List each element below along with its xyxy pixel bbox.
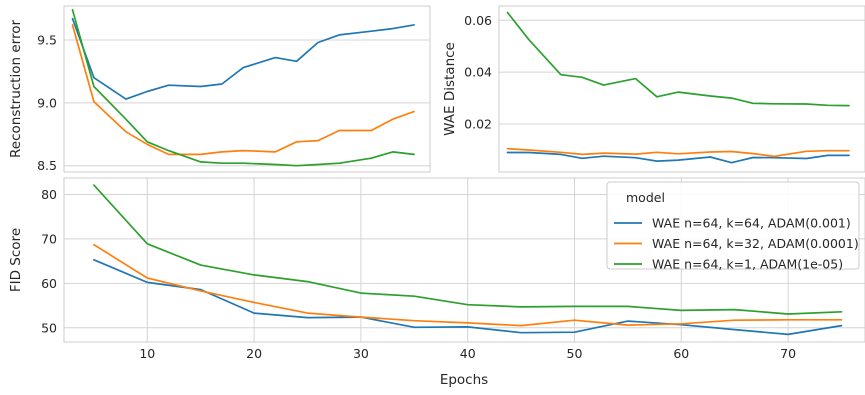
x-tick-label: 30 xyxy=(353,346,369,361)
series-line xyxy=(93,258,843,336)
y-tick-label: 80 xyxy=(41,187,57,202)
legend-title: model xyxy=(626,190,665,205)
y-axis-label: FID Score xyxy=(8,228,24,292)
y-tick-label: 9.5 xyxy=(37,32,57,47)
series-line xyxy=(93,184,843,315)
x-tick-label: 40 xyxy=(460,346,476,361)
legend-item: WAE n=64, k=32, ADAM(0.0001) xyxy=(652,236,859,251)
y-tick-label: 0.06 xyxy=(464,13,492,28)
series-line xyxy=(506,11,850,107)
y-axis-label: WAE Distance xyxy=(442,42,458,136)
series-line xyxy=(71,8,415,167)
y-tick-label: 0.02 xyxy=(464,117,492,132)
x-tick-label: 50 xyxy=(567,346,583,361)
reconstruction-error-panel: 8.5 9.0 9.5 Reconstruction error xyxy=(8,5,431,173)
x-tick-label: 70 xyxy=(780,346,796,361)
series-line xyxy=(71,17,415,100)
series-line xyxy=(71,24,415,156)
legend-item: WAE n=64, k=64, ADAM(0.001) xyxy=(652,216,851,231)
plot-frame xyxy=(63,177,865,343)
series-line xyxy=(506,147,850,158)
wae-distance-panel: 0.02 0.04 0.06 WAE Distance xyxy=(442,5,865,173)
y-tick-label: 9.0 xyxy=(37,95,57,110)
x-axis-label: Epochs xyxy=(440,372,488,388)
y-axis-label: Reconstruction error xyxy=(8,20,24,158)
series-line xyxy=(93,243,843,327)
y-tick-label: 60 xyxy=(41,276,57,291)
y-tick-label: 50 xyxy=(41,320,57,335)
plot-frame xyxy=(63,5,431,173)
x-tick-label: 10 xyxy=(139,346,155,361)
legend: model WAE n=64, k=64, ADAM(0.001) WAE n=6… xyxy=(606,181,860,272)
legend-box xyxy=(606,181,860,270)
y-tick-label: 8.5 xyxy=(37,158,57,173)
legend-item: WAE n=64, k=1, ADAM(1e-05) xyxy=(652,257,843,272)
x-tick-label: 60 xyxy=(673,346,689,361)
x-tick-label: 20 xyxy=(246,346,262,361)
y-tick-label: 0.04 xyxy=(464,65,492,80)
series-line xyxy=(506,151,850,164)
y-tick-label: 70 xyxy=(41,231,57,246)
plot-frame xyxy=(498,5,865,173)
